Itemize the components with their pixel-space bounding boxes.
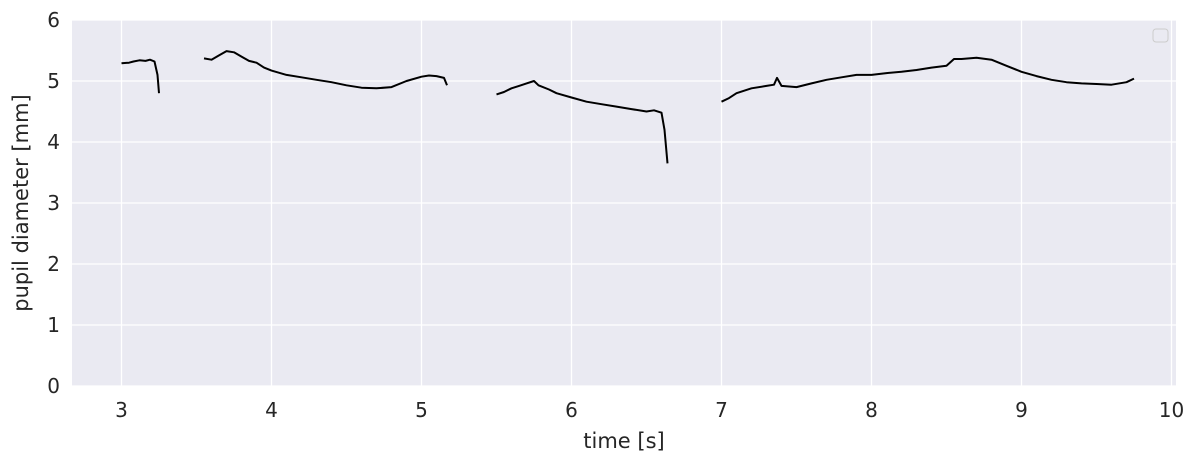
series-line-segment [721, 56, 1135, 103]
tick-labels: 3 4 5 6 7 8 9 10 0 1 2 3 4 5 6 [47, 8, 1184, 422]
y-tick-label: 6 [47, 8, 60, 32]
x-tick-label: 8 [865, 398, 878, 422]
x-tick-label: 10 [1159, 398, 1184, 422]
series-line-segment [121, 58, 160, 94]
x-tick-label: 6 [565, 398, 578, 422]
y-tick-label: 5 [47, 69, 60, 93]
x-axis-label: time [s] [583, 429, 664, 453]
series-line-segment [203, 50, 448, 90]
legend-box [1152, 28, 1169, 43]
x-tick-label: 4 [265, 398, 278, 422]
series-line-segment [496, 80, 669, 164]
y-tick-label: 1 [47, 313, 60, 337]
x-tick-label: 3 [115, 398, 128, 422]
y-tick-label: 2 [47, 252, 60, 276]
y-axis-label: pupil diameter [mm] [9, 94, 33, 312]
y-tick-label: 0 [47, 374, 60, 398]
x-tick-label: 7 [715, 398, 728, 422]
y-tick-label: 4 [47, 130, 60, 154]
y-tick-label: 3 [47, 191, 60, 215]
grid-lines [72, 19, 1176, 387]
x-tick-label: 9 [1015, 398, 1028, 422]
x-tick-label: 5 [415, 398, 428, 422]
data-lines [121, 50, 1135, 164]
